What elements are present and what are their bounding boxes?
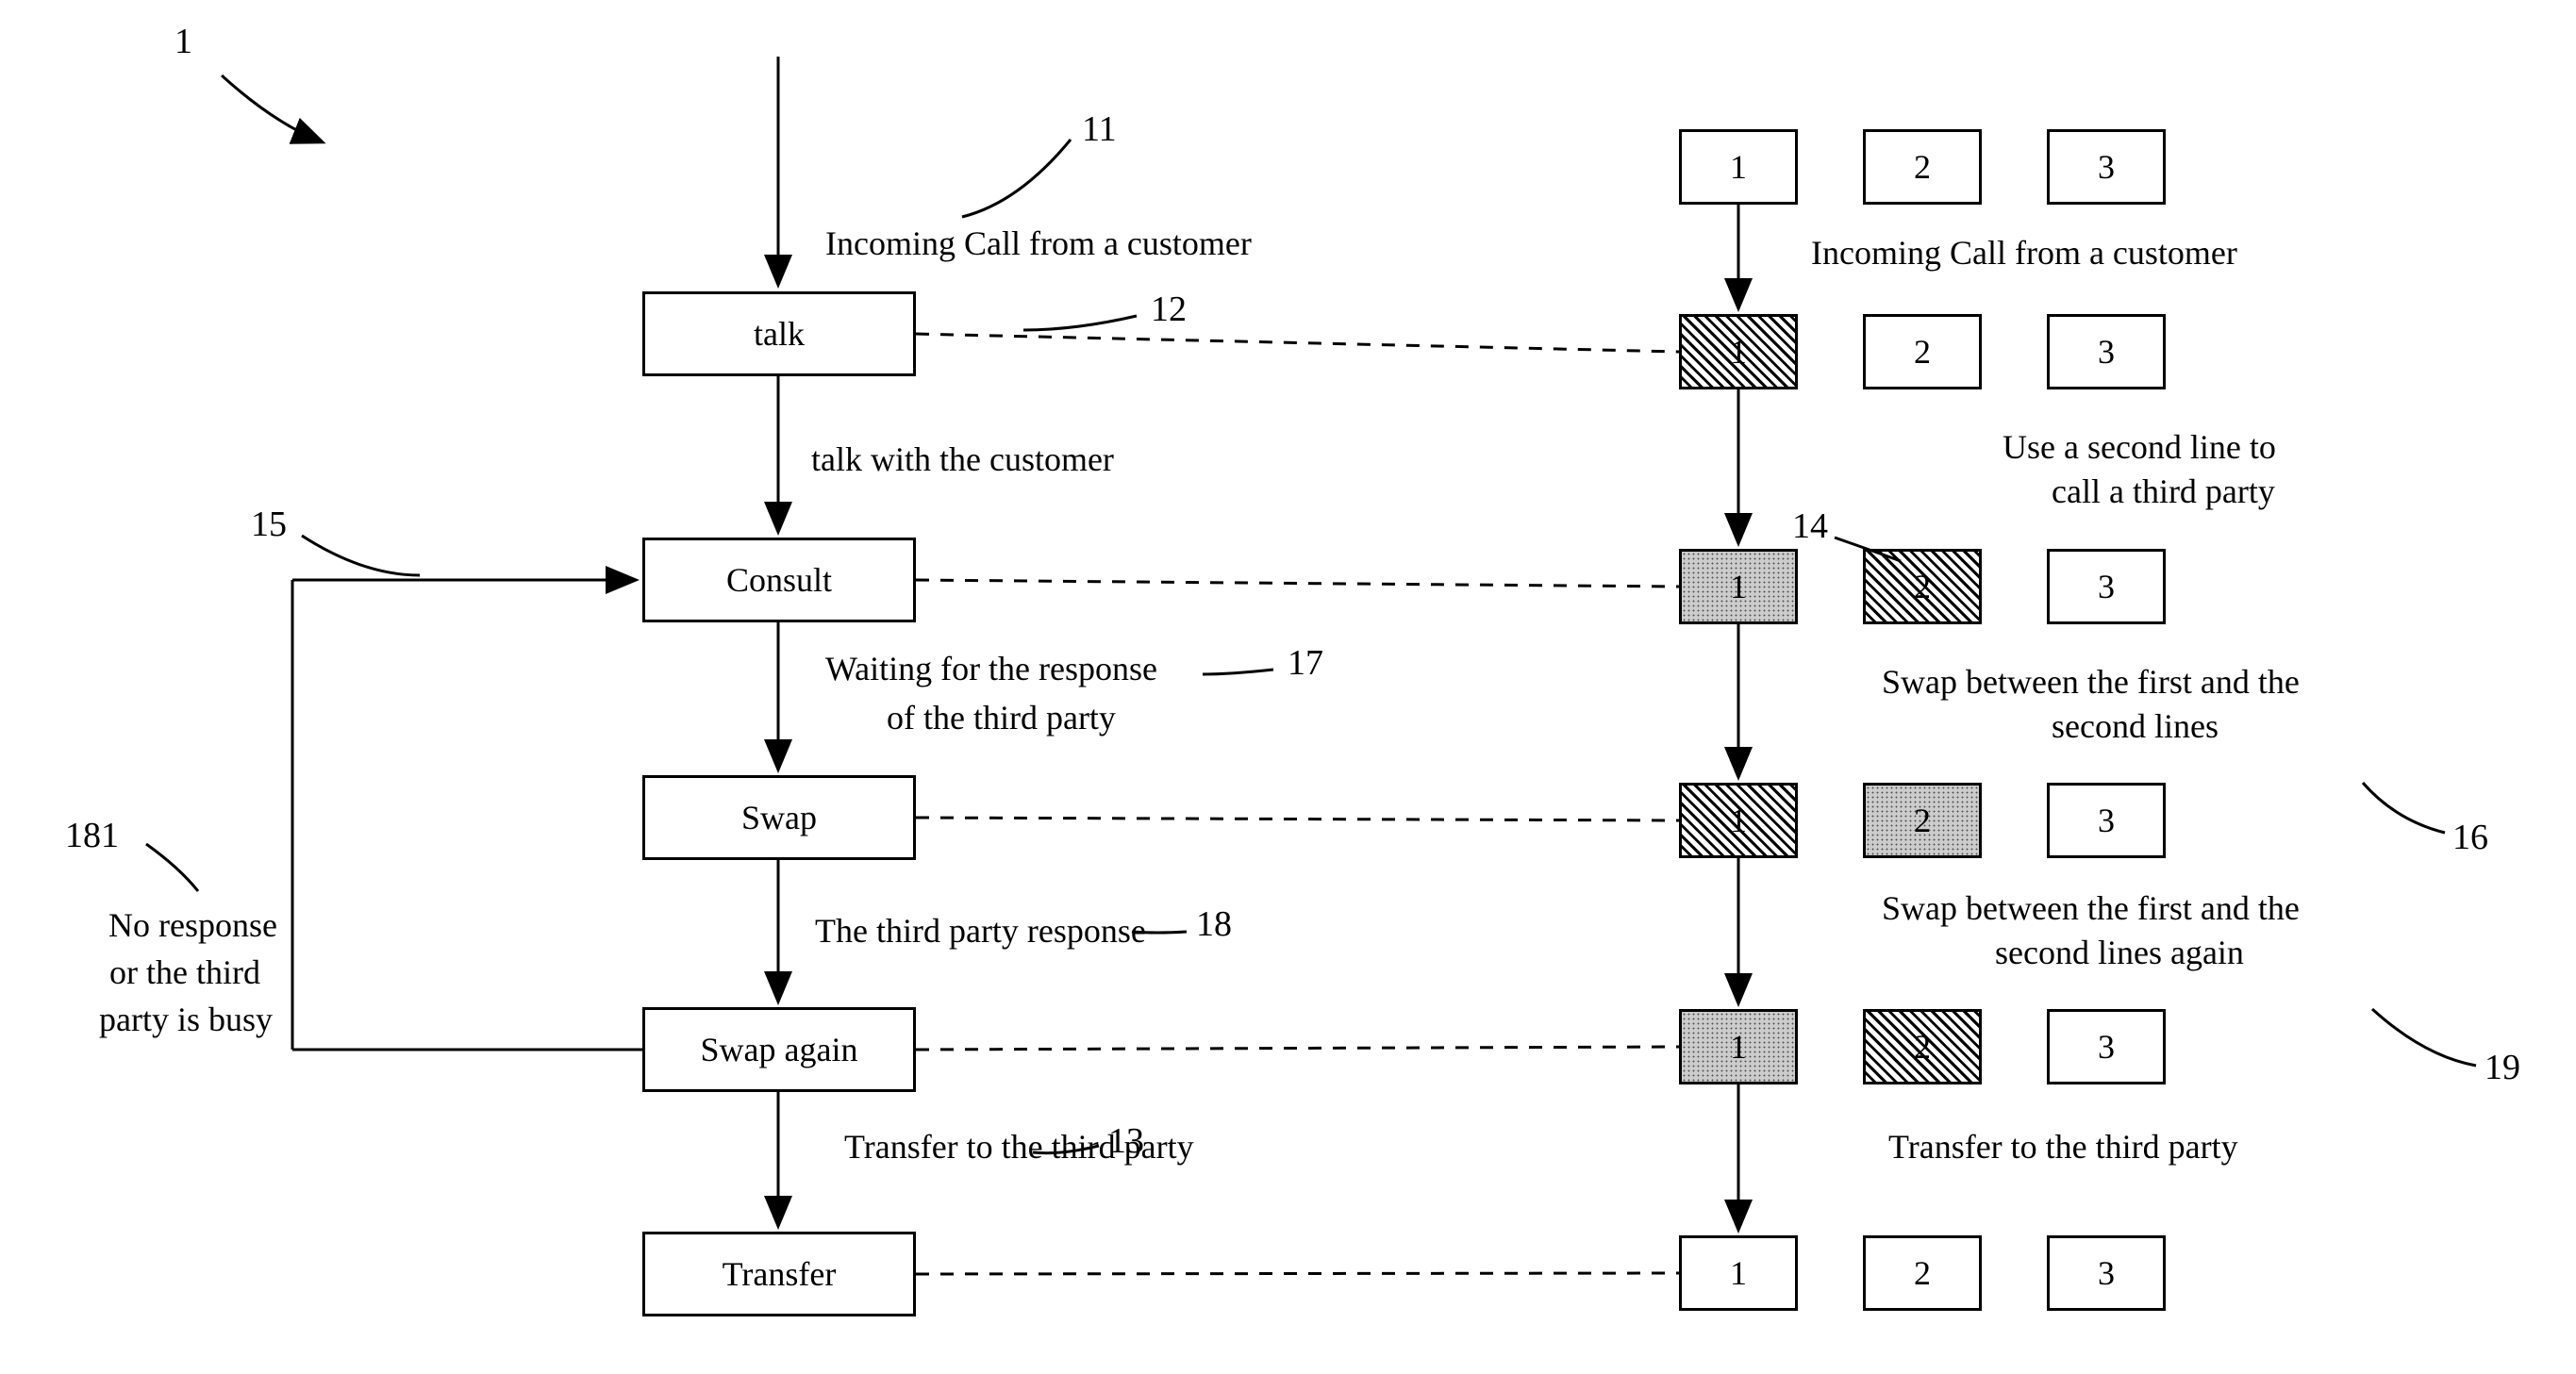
label-swap-again-1: Swap between the first and the <box>1882 888 2300 928</box>
label-no-response-2: or the third <box>109 952 260 992</box>
ref-12: 12 <box>1151 289 1187 330</box>
ref-16: 16 <box>2452 817 2488 858</box>
label-talk-with-customer: talk with the customer <box>811 439 1114 479</box>
ref-18: 18 <box>1196 903 1232 945</box>
ref-14: 14 <box>1792 505 1828 547</box>
label-swap-first-second-2: second lines <box>2052 706 2219 746</box>
line-box-r4-c3: 3 <box>2047 1009 2166 1084</box>
label-transfer-left: Transfer to the third party <box>844 1127 1194 1167</box>
line-box-r3-c3: 3 <box>2047 783 2166 858</box>
line-box-r0-c3: 3 <box>2047 129 2166 205</box>
ref-19: 19 <box>2485 1047 2520 1088</box>
label-no-response-1: No response <box>108 905 277 945</box>
flow-swap: Swap <box>642 775 916 860</box>
label-swap-again-2: second lines again <box>1995 933 2244 972</box>
line-box-r2-c2: 2 <box>1863 549 1982 624</box>
line-box-r5-c2: 2 <box>1863 1235 1982 1311</box>
flow-transfer: Transfer <box>642 1232 916 1316</box>
line-box-r0-c1: 1 <box>1679 129 1798 205</box>
label-transfer-right: Transfer to the third party <box>1888 1127 2238 1167</box>
line-box-r3-c2: 2 <box>1863 783 1982 858</box>
label-incoming-right: Incoming Call from a customer <box>1811 233 2237 273</box>
line-box-r2-c1: 1 <box>1679 549 1798 624</box>
ref-17: 17 <box>1288 642 1323 684</box>
label-swap-first-second-1: Swap between the first and the <box>1882 662 2300 702</box>
label-use-second-line-1: Use a second line to <box>2003 427 2276 467</box>
line-box-r1-c1: 1 <box>1679 314 1798 389</box>
line-box-r4-c1: 1 <box>1679 1009 1798 1084</box>
line-box-r3-c1: 1 <box>1679 783 1798 858</box>
label-use-second-line-2: call a third party <box>2052 472 2275 511</box>
ref-15: 15 <box>251 504 287 545</box>
line-box-r5-c1: 1 <box>1679 1235 1798 1311</box>
ref-181: 181 <box>65 815 119 856</box>
label-waiting-2: of the third party <box>887 698 1116 737</box>
line-box-r5-c3: 3 <box>2047 1235 2166 1311</box>
label-incoming-left: Incoming Call from a customer <box>825 223 1252 263</box>
flow-swap-again: Swap again <box>642 1007 916 1092</box>
label-third-party-response: The third party response <box>815 911 1146 951</box>
ref-1: 1 <box>175 21 192 62</box>
line-box-r2-c3: 3 <box>2047 549 2166 624</box>
ref-11: 11 <box>1082 108 1117 150</box>
line-box-r4-c2: 2 <box>1863 1009 1982 1084</box>
label-waiting-1: Waiting for the response <box>825 649 1157 688</box>
flow-talk: talk <box>642 291 916 376</box>
label-no-response-3: party is busy <box>99 1000 273 1039</box>
line-box-r1-c2: 2 <box>1863 314 1982 389</box>
line-box-r1-c3: 3 <box>2047 314 2166 389</box>
line-box-r0-c2: 2 <box>1863 129 1982 205</box>
flow-consult: Consult <box>642 538 916 622</box>
